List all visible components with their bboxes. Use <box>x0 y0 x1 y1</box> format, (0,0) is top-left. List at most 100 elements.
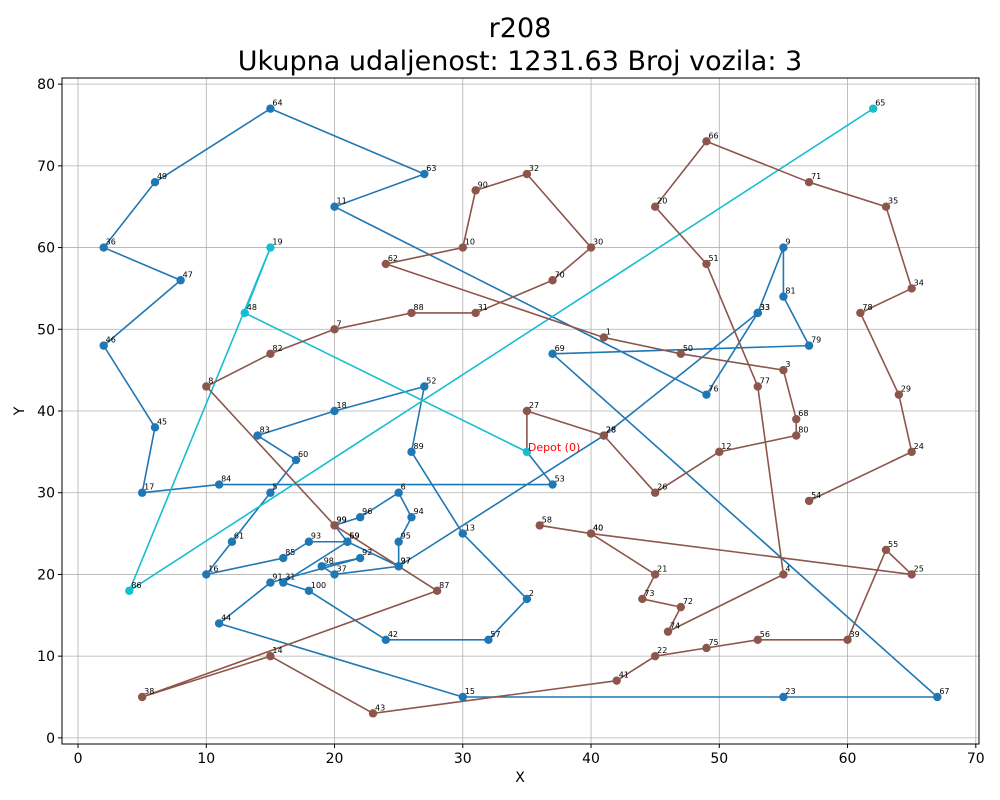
customer-label: 6 <box>401 483 406 492</box>
customer-point <box>792 414 801 424</box>
customer-point <box>99 341 108 350</box>
customer-label: 47 <box>183 270 193 279</box>
customer-label: 35 <box>888 197 898 206</box>
customer-point <box>522 169 532 179</box>
customer-label: 38 <box>144 687 154 696</box>
customer-point <box>355 553 365 563</box>
customer-label: 13 <box>465 524 475 533</box>
customer-point <box>266 349 275 358</box>
customer-label: 78 <box>862 303 872 312</box>
customer-label: 68 <box>798 409 808 418</box>
customer-point <box>279 553 288 563</box>
customer-label: 42 <box>388 630 398 639</box>
customer-point <box>394 488 403 497</box>
customer-point <box>458 529 467 538</box>
customer-label: 96 <box>362 507 372 516</box>
customer-label: 85 <box>285 548 295 557</box>
customer-point <box>548 276 557 285</box>
customer-point <box>804 341 814 350</box>
customer-point <box>240 308 249 318</box>
customer-point <box>753 382 762 391</box>
x-tick-label: 10 <box>197 751 215 767</box>
customer-label: 23 <box>785 687 795 696</box>
customer-point <box>381 259 391 269</box>
customer-label: 33 <box>760 303 770 312</box>
customer-label: 94 <box>413 507 423 516</box>
customer-label: 40 <box>593 524 603 533</box>
customer-point <box>137 488 147 497</box>
customer-label: 7 <box>337 319 342 328</box>
depot-label: Depot (0) <box>528 441 580 454</box>
customer-point <box>420 382 429 391</box>
x-tick-label: 30 <box>454 751 472 767</box>
customer-label: 61 <box>234 532 244 541</box>
customer-label: 93 <box>311 532 321 541</box>
customer-point <box>676 349 686 358</box>
customer-point <box>753 635 762 645</box>
customer-point <box>150 423 160 432</box>
customer-point <box>548 349 557 358</box>
customer-point <box>881 202 891 211</box>
chart-title: r208 <box>489 13 552 44</box>
customer-point <box>702 259 711 269</box>
axis-ticks: 0 10 20 30 40 50 60 70 0 10 20 30 40 50 60 70 80 <box>37 77 985 767</box>
customer-point <box>779 365 788 375</box>
customer-point <box>330 570 339 579</box>
customer-points <box>99 104 942 718</box>
customer-label: 60 <box>298 450 308 459</box>
customer-label: 99 <box>337 515 347 524</box>
customer-label: 14 <box>272 646 282 655</box>
customer-point <box>266 578 275 587</box>
x-tick-label: 40 <box>582 751 600 767</box>
customer-point <box>522 406 532 416</box>
customer-label: 8 <box>208 376 213 385</box>
customer-point <box>432 586 442 595</box>
customer-label: 11 <box>337 197 347 206</box>
customer-label: 18 <box>337 401 347 410</box>
customer-label: 74 <box>670 622 680 631</box>
customer-label: 87 <box>439 581 449 590</box>
customer-point <box>702 137 711 146</box>
customer-point <box>137 692 147 702</box>
chart-subtitle: Ukupna udaljenost: 1231.63 Broj vozila: … <box>238 46 802 77</box>
customer-label: 52 <box>426 376 436 385</box>
y-tick-label: 50 <box>37 322 55 338</box>
y-tick-label: 0 <box>46 731 55 747</box>
customer-point <box>650 488 660 497</box>
customer-label: 97 <box>401 556 411 565</box>
customer-point <box>330 406 339 416</box>
customer-label: 89 <box>413 442 423 451</box>
customer-point <box>304 537 314 546</box>
customer-point <box>650 202 660 211</box>
customer-point <box>266 488 275 497</box>
customer-label: 31 <box>478 303 488 312</box>
customer-label: 51 <box>708 254 718 263</box>
customer-point <box>779 570 788 579</box>
customer-label: 45 <box>157 417 167 426</box>
customer-label: 91 <box>272 573 282 582</box>
customer-point <box>394 562 403 571</box>
customer-point <box>330 202 339 211</box>
customer-point <box>484 635 493 645</box>
y-tick-label: 60 <box>37 241 55 257</box>
customer-label: 20 <box>657 197 667 206</box>
customer-point <box>355 513 365 522</box>
customer-label: 37 <box>337 564 347 573</box>
customer-label: 69 <box>555 344 565 353</box>
customer-label: 56 <box>760 630 770 639</box>
customer-label: 39 <box>850 630 860 639</box>
customer-label: 48 <box>247 303 257 312</box>
customer-point <box>779 692 788 702</box>
customer-point <box>779 243 788 252</box>
customer-point <box>612 676 621 685</box>
customer-point <box>881 545 891 555</box>
customer-label: 19 <box>272 238 282 247</box>
customer-point <box>202 570 211 579</box>
customer-label: 10 <box>465 238 475 247</box>
customer-point <box>663 627 673 636</box>
customer-point <box>202 382 211 391</box>
y-tick-label: 10 <box>37 649 55 665</box>
route-line-1 <box>102 107 939 698</box>
customer-label: 29 <box>901 385 911 394</box>
